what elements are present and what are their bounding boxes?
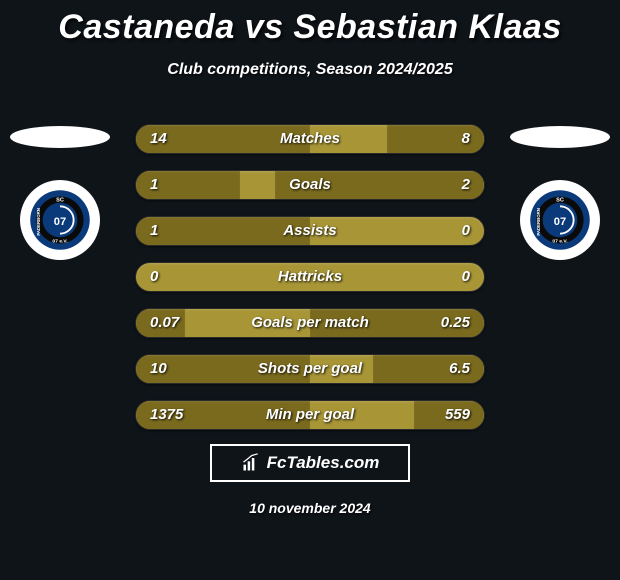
svg-text:PADERBORN: PADERBORN bbox=[536, 208, 541, 236]
stat-row: 106.5Shots per goal bbox=[135, 354, 485, 384]
date-label: 10 november 2024 bbox=[0, 500, 620, 516]
stat-label: Goals per match bbox=[136, 309, 484, 337]
stat-row: 1375559Min per goal bbox=[135, 400, 485, 430]
svg-text:PADERBORN: PADERBORN bbox=[36, 208, 41, 236]
svg-text:07: 07 bbox=[554, 216, 566, 228]
chart-icon bbox=[241, 453, 261, 473]
club-badge-right: SC 07 e.V. PADERBORN 07 bbox=[520, 180, 600, 260]
stats-bars: 148Matches 12Goals 10Assists 00Hattricks 0.0… bbox=[135, 124, 485, 446]
stat-label: Hattricks bbox=[136, 263, 484, 291]
stat-label: Assists bbox=[136, 217, 484, 245]
stat-row: 148Matches bbox=[135, 124, 485, 154]
stat-row: 12Goals bbox=[135, 170, 485, 200]
accent-oval-left bbox=[10, 126, 110, 148]
stat-label: Matches bbox=[136, 125, 484, 153]
page-subtitle: Club competitions, Season 2024/2025 bbox=[0, 61, 620, 79]
stat-row: 00Hattricks bbox=[135, 262, 485, 292]
svg-text:SC: SC bbox=[56, 197, 64, 203]
svg-text:07 e.V.: 07 e.V. bbox=[52, 238, 68, 244]
stat-label: Shots per goal bbox=[136, 355, 484, 383]
club-badge-left: SC 07 e.V. PADERBORN 07 bbox=[20, 180, 100, 260]
club-logo-icon: SC 07 e.V. PADERBORN 07 bbox=[29, 189, 91, 251]
svg-text:07 e.V.: 07 e.V. bbox=[552, 238, 568, 244]
svg-text:SC: SC bbox=[556, 197, 564, 203]
page-title: Castaneda vs Sebastian Klaas bbox=[0, 0, 620, 47]
stat-label: Min per goal bbox=[136, 401, 484, 429]
brand-label: FcTables.com bbox=[267, 453, 380, 473]
stat-row: 0.070.25Goals per match bbox=[135, 308, 485, 338]
svg-text:07: 07 bbox=[54, 216, 66, 228]
stat-row: 10Assists bbox=[135, 216, 485, 246]
accent-oval-right bbox=[510, 126, 610, 148]
stat-label: Goals bbox=[136, 171, 484, 199]
brand-box[interactable]: FcTables.com bbox=[210, 444, 410, 482]
club-logo-icon: SC 07 e.V. PADERBORN 07 bbox=[529, 189, 591, 251]
